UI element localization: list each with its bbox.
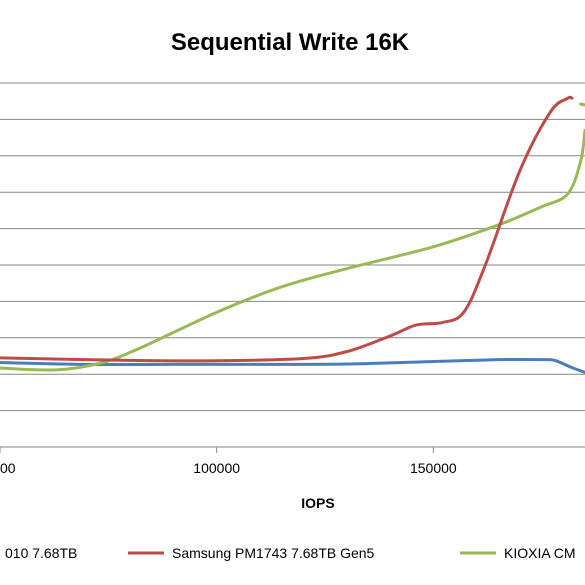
x-axis-label: IOPS — [301, 495, 334, 511]
x-tick-label: 150000 — [410, 460, 457, 476]
legend-item: KIOXIA CM — [460, 545, 576, 561]
series-line — [579, 102, 585, 107]
series-line — [0, 128, 585, 372]
series-line — [0, 95, 574, 363]
plot-area — [0, 95, 585, 374]
x-tick-label: 100000 — [193, 460, 240, 476]
chart-title: Sequential Write 16K — [171, 29, 410, 56]
legend: 010 7.68TB Samsung PM1743 7.68TB Gen5 KI… — [5, 545, 576, 561]
x-tick-label: 00 — [0, 460, 16, 476]
legend-label: 010 7.68TB — [5, 545, 77, 561]
legend-item: Samsung PM1743 7.68TB Gen5 — [128, 545, 375, 561]
x-axis-ticks — [0, 447, 434, 453]
series-line — [0, 357, 585, 374]
legend-label: Samsung PM1743 7.68TB Gen5 — [172, 545, 375, 561]
gridlines — [0, 82, 585, 412]
legend-item: 010 7.68TB — [5, 545, 77, 561]
legend-label: KIOXIA CM — [504, 545, 576, 561]
